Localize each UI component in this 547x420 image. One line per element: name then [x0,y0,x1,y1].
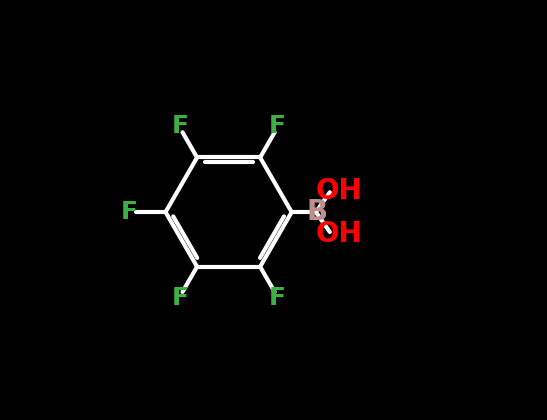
Text: F: F [171,286,188,310]
Text: OH: OH [316,177,362,205]
Text: F: F [171,115,188,139]
Text: F: F [121,200,138,224]
Text: B: B [307,198,328,226]
Text: F: F [269,286,286,310]
Text: F: F [269,115,286,139]
Text: OH: OH [316,220,362,247]
